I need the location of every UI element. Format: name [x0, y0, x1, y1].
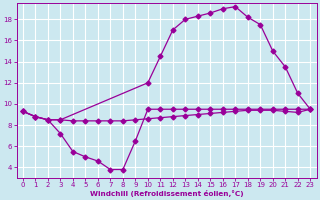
- X-axis label: Windchill (Refroidissement éolien,°C): Windchill (Refroidissement éolien,°C): [90, 190, 244, 197]
